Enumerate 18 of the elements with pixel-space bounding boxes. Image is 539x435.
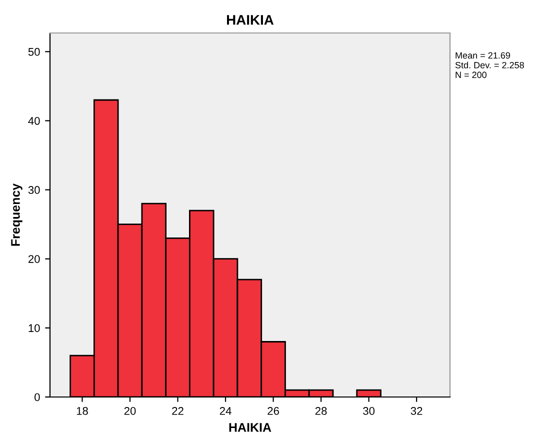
y-tick-label: 40	[28, 116, 40, 125]
y-tick-label: 10	[28, 324, 40, 332]
chart-title: HAIKIA	[227, 15, 274, 25]
x-tick-label: 22	[172, 407, 184, 415]
x-tick-label: 26	[268, 407, 279, 415]
text: Mean = 21.69 Std. Dev. = 2.258 N = 200	[455, 52, 524, 78]
y-tick-label: 20	[28, 255, 40, 263]
x-tick-label: 18	[76, 407, 88, 415]
x-tick-label: 32	[410, 407, 422, 415]
x-tick-label: 24	[220, 407, 232, 415]
x-tick-label: 30	[363, 407, 375, 415]
x-tick-label: 28	[315, 407, 327, 415]
y-tick-label: 30	[28, 186, 40, 194]
x-axis-title: HAIKIA	[229, 423, 272, 432]
y-tick-label: 50	[28, 48, 40, 56]
x-tick-label: 20	[124, 407, 136, 415]
y-axis-title: Frequency	[11, 183, 22, 246]
y-tick-label: 0	[34, 393, 40, 402]
